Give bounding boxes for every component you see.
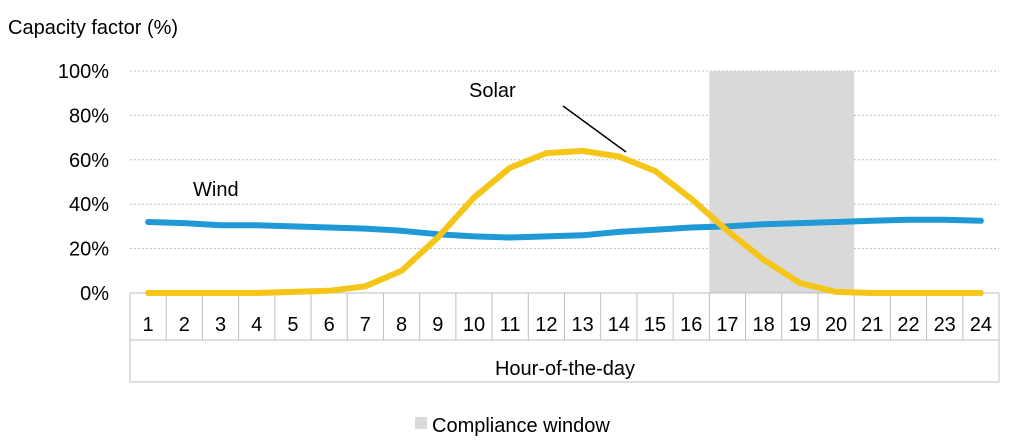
x-tick-label: 6 (324, 314, 335, 336)
x-axis-title: Hour-of-the-day (495, 358, 635, 380)
x-tick-label: 19 (789, 314, 811, 336)
legend-label-compliance-window: Compliance window (432, 415, 610, 437)
gridlines (130, 70, 999, 250)
x-tick-label: 18 (753, 314, 775, 336)
x-tick-label: 22 (897, 314, 919, 336)
y-tick-label: 20% (69, 239, 109, 261)
x-tick-label: 17 (716, 314, 738, 336)
y-tick-label: 40% (69, 194, 109, 216)
series-annotations: Wind Solar (193, 80, 627, 201)
x-tick-label: 5 (287, 314, 298, 336)
x-tick-label: 7 (360, 314, 371, 336)
x-tick-label: 3 (215, 314, 226, 336)
x-tick-label: 13 (571, 314, 593, 336)
compliance-window-band (709, 71, 855, 293)
x-tick-label: 1 (143, 314, 154, 336)
x-tick-label: 11 (500, 314, 521, 336)
wind-series-label: Wind (193, 179, 239, 201)
x-tick-label: 12 (535, 314, 557, 336)
y-tick-labels: 0% 20% 40% 60% 80% 100% (58, 61, 109, 305)
solar-series-label: Solar (469, 80, 516, 102)
x-tick-label: 2 (179, 314, 190, 336)
y-tick-label: 80% (69, 105, 109, 127)
series-line-solar (145, 147, 984, 296)
legend-swatch-compliance-window (415, 417, 427, 429)
series-line-wind (145, 216, 984, 241)
x-tick-label: 16 (680, 314, 702, 336)
x-axis: 1 2 3 4 5 6 7 8 9 10 11 12 13 14 15 16 17 18 19 20 21 22 23 24 (129, 292, 1000, 383)
y-tick-label: 60% (69, 150, 109, 172)
series-lines (145, 147, 984, 296)
y-tick-label: 0% (80, 283, 109, 305)
y-tick-label: 100% (58, 61, 109, 83)
x-tick-label: 21 (861, 314, 883, 336)
legend: Compliance window (415, 415, 610, 437)
solar-leader-line (562, 105, 627, 153)
x-tick-label: 8 (396, 314, 407, 336)
x-tick-label: 4 (251, 314, 262, 336)
x-tick-label: 14 (608, 314, 630, 336)
x-tick-label: 20 (825, 314, 847, 336)
x-tick-label: 10 (463, 314, 485, 336)
compliance-window-band-rect (709, 71, 855, 293)
x-tick-label: 9 (432, 314, 443, 336)
x-tick-label: 23 (934, 314, 956, 336)
y-axis-title: Capacity factor (%) (8, 17, 178, 39)
x-tick-label: 15 (644, 314, 666, 336)
x-tick-label: 24 (970, 314, 992, 336)
